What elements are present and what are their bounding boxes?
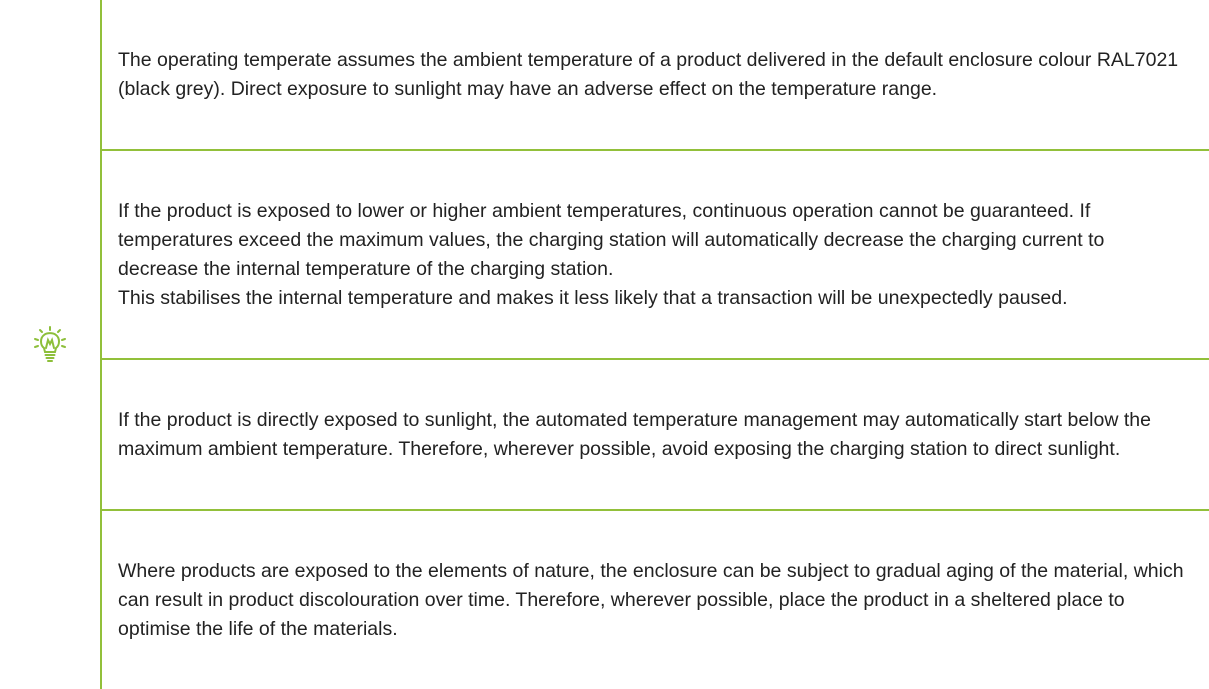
note-row: Where products are exposed to the elemen… xyxy=(102,511,1209,689)
note-text: If the product is exposed to lower or hi… xyxy=(118,199,1105,280)
note-text: This stabilises the internal temperature… xyxy=(118,286,1068,309)
lightbulb-icon xyxy=(34,325,66,362)
note-rows: The operating temperate assumes the ambi… xyxy=(102,0,1209,689)
note-text: If the product is directly exposed to su… xyxy=(118,408,1151,460)
icon-column xyxy=(0,0,102,689)
note-text: Where products are exposed to the elemen… xyxy=(118,559,1184,640)
note-text: The operating temperate assumes the ambi… xyxy=(118,48,1179,100)
note-row: If the product is exposed to lower or hi… xyxy=(102,151,1209,360)
note-row: If the product is directly exposed to su… xyxy=(102,360,1209,511)
note-row: The operating temperate assumes the ambi… xyxy=(102,0,1209,151)
